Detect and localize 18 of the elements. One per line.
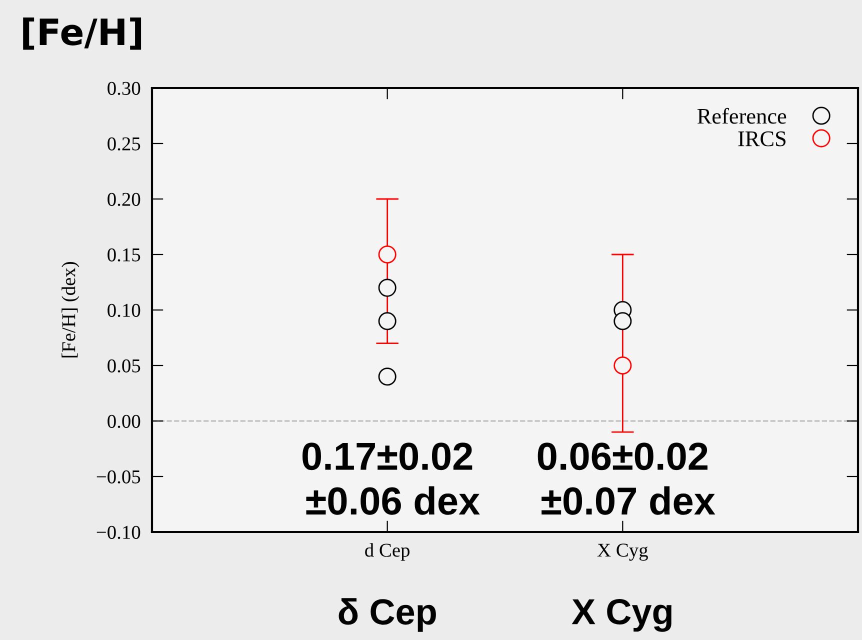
y-tick-label: −0.10 [96,526,140,540]
y-tick-label: 0.20 [108,192,140,206]
y-tick-label: 0.10 [108,304,140,318]
legend-label: IRCS [738,131,786,146]
y-tick-label: 0.05 [108,359,140,373]
text: X Cyg [572,598,672,632]
y-tick-label: 0.25 [108,137,140,151]
chart-title: [Fe/H] [23,18,142,50]
annotation: 0.17±0.02 ±0.06 dex [302,442,480,515]
x-tick-label: d Cep [365,543,410,561]
annotation: 0.06±0.02 ±0.07 dex [538,442,716,515]
legend-label: Reference [697,108,786,124]
y-axis-title: [Fe/H] (dex) [62,262,80,358]
y-tick-label: 0.00 [108,414,140,428]
y-tick-label: 0.15 [108,248,140,262]
y-tick-label: 0.30 [108,82,140,96]
text: δ Cep [338,598,436,632]
y-tick-label: −0.05 [96,470,140,484]
